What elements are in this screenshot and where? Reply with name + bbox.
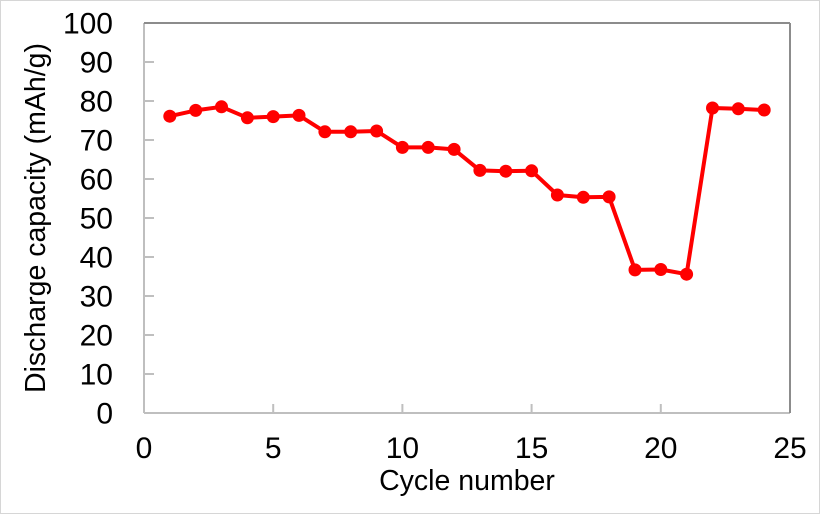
y-tick-label: 70: [80, 125, 113, 158]
data-point-marker: [602, 190, 616, 204]
data-point-marker: [731, 102, 745, 116]
y-tick-label: 100: [63, 8, 113, 41]
data-point-marker: [628, 263, 642, 277]
data-point-marker: [189, 103, 203, 117]
data-point-marker: [292, 108, 306, 122]
data-point-marker: [447, 142, 461, 156]
y-tick-label: 0: [96, 398, 113, 431]
data-point-marker: [680, 267, 694, 281]
data-point-marker: [370, 124, 384, 138]
data-point-marker: [318, 125, 332, 139]
data-point-marker: [163, 109, 177, 123]
data-point-marker: [240, 111, 254, 125]
data-point-marker: [550, 188, 564, 202]
data-point-marker: [395, 140, 409, 154]
y-axis-title: Discharge capacity (mAh/g): [20, 43, 52, 393]
data-point-marker: [576, 190, 590, 204]
data-point-marker: [499, 164, 513, 178]
data-point-marker: [421, 140, 435, 154]
data-point-marker: [706, 101, 719, 115]
y-tick-label: 50: [80, 203, 113, 236]
y-tick-label: 80: [80, 86, 113, 119]
data-point-marker: [266, 110, 280, 124]
data-point-marker: [525, 164, 539, 178]
y-tick-label: 10: [80, 359, 113, 392]
x-tick-label: 5: [265, 432, 282, 465]
y-tick-label: 20: [80, 320, 113, 353]
x-axis-title: Cycle number: [379, 465, 555, 497]
x-tick-label: 25: [773, 432, 806, 465]
data-series-line: [167, 104, 767, 277]
data-point-marker: [757, 103, 771, 117]
data-series: [163, 100, 771, 281]
data-point-marker: [654, 263, 668, 276]
x-tick-label: 15: [515, 432, 548, 465]
x-tick-label: 10: [386, 432, 419, 465]
axis-ticks: [144, 61, 662, 413]
plot-border: [143, 22, 791, 414]
y-tick-label: 30: [80, 281, 113, 314]
axis-tick-labels: 0 10 20 30 40 50 60 70 80 90 100 0 5 10 15 20 25: [63, 8, 807, 466]
y-tick-label: 40: [80, 242, 113, 275]
y-tick-label: 90: [80, 47, 113, 80]
x-tick-label: 0: [136, 432, 153, 465]
x-tick-label: 20: [644, 432, 677, 465]
y-tick-label: 60: [80, 164, 113, 197]
data-point-marker: [344, 125, 358, 139]
data-point-marker: [473, 163, 487, 177]
data-point-marker: [215, 100, 228, 114]
